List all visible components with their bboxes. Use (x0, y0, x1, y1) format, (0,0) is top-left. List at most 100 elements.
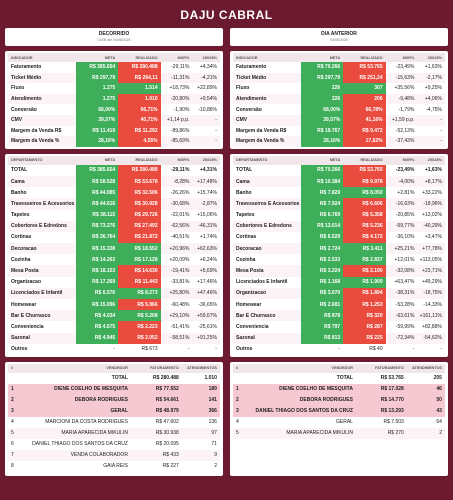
table-cell: Homewear (236, 301, 262, 308)
table-cell: R$ 53.765 (380, 375, 404, 382)
table-cell: Faturamento (11, 64, 42, 71)
table-row: Tapetes R$ 38.115 R$ 29.726 -22,01% +15,06% (8, 209, 220, 221)
table-cell: +63,47% (394, 279, 415, 286)
table-row: Margem da Venda % 28,16% 4,55% -85,69% - (8, 136, 220, 147)
period-title: DIA ANTERIOR (321, 31, 357, 37)
column-header: # (11, 366, 14, 371)
table-cell: +9,54% (199, 96, 217, 103)
table-cell: -40,51% (170, 234, 190, 241)
table-cell: R$ 7.829 (300, 187, 344, 199)
column-header: META (329, 55, 341, 60)
table-cell: 4 (236, 419, 239, 426)
table-cell: R$ 11.443 (118, 276, 161, 288)
table-cell: R$ 297,79 (300, 72, 344, 84)
table-cell: Ticket Médio (11, 74, 42, 81)
table-row: Faturamento R$ 385.654 R$ 280.488 -29,11% +4… (8, 62, 220, 73)
column-header: INDICADOR (11, 55, 33, 60)
table-row: CMV 39,57% 41,16% +1,59 p.p. - (233, 114, 445, 126)
table-row: Fluxo 1.275 1.514 +18,73% +22,89% (8, 83, 220, 94)
table-cell: 5 (236, 430, 239, 437)
table-cell: R$ 797 (300, 321, 344, 333)
table-cell: Licenciados E Infantil (236, 279, 288, 286)
table-cell: 28,16% (300, 136, 344, 147)
table-cell: R$ 2.052 (118, 332, 161, 344)
table-cell: 64 (436, 419, 442, 426)
table-cell: Fluxo (236, 85, 250, 92)
table-cell: R$ 2.837 (343, 254, 386, 266)
table-cell: R$ 385.654 (75, 164, 119, 176)
table-row: Margem da Venda R$ R$ 19.767 R$ 9.472 -52,1… (233, 125, 445, 137)
table-cell: +161,11% (419, 312, 442, 319)
table-cell: 307 (343, 83, 386, 94)
table-cell: +15,06% (197, 212, 217, 219)
table-cell: Tapetes (11, 212, 30, 219)
table-cell: 8 (11, 463, 14, 470)
table-cell: 1.010 (204, 375, 217, 382)
table-cell: -89,86% (170, 127, 190, 134)
table-cell: -36,65% (198, 301, 217, 308)
table-cell: 43 (436, 408, 442, 415)
table-cell: 1.514 (118, 83, 161, 94)
table-cell: Organizacao (236, 290, 267, 297)
table-cell: R$ 5.358 (343, 209, 386, 221)
table-cell: -2,87% (201, 200, 217, 207)
table-cell: R$ 18.552 (118, 243, 161, 255)
table-cell: 2 (11, 397, 14, 404)
page-title: DAJU CABRAL (180, 8, 273, 22)
table-cell: Conversão (236, 106, 262, 113)
column-header: MXR% (402, 158, 415, 163)
table-cell: R$ 13.014 (300, 220, 344, 232)
table-cell: Cortinas (236, 234, 257, 241)
total-row: TOTAL R$ 53.765 205 (233, 373, 445, 384)
table-cell: - (215, 138, 217, 145)
table-cell: DIENE COELHO DE MESQUITA (279, 386, 353, 393)
table-cell: +23,71% (422, 268, 442, 275)
table-cell: Homewear (11, 301, 37, 308)
table-cell: R$ 19.767 (300, 125, 344, 137)
table-cell: R$ 11.292 (118, 125, 161, 137)
table-row: Outros - R$ 40 - - (233, 344, 445, 355)
table-cell: 206 (343, 93, 386, 105)
table-cell: Sazonal (11, 335, 30, 342)
table-row: Atendimento 1.275 1.010 -20,80% +9,54% (8, 93, 220, 105)
table-cell: R$ 385.654 (75, 62, 119, 73)
table-cell: R$ 11.419 (75, 125, 119, 137)
table-cell: R$ 7.924 (300, 198, 344, 210)
table-cell: Ticket Médio (236, 74, 267, 81)
period-title: DECORRIDO (98, 31, 130, 37)
table-cell: -26,26% (170, 189, 190, 196)
table-cell: R$ 17.028 (380, 386, 404, 393)
table-row: Tapetes R$ 6.769 R$ 5.358 -20,85% +13,02% (233, 209, 445, 221)
table-cell: +1,63% (424, 167, 442, 174)
table-cell: 141 (208, 397, 217, 404)
table-cell: -29,11% (171, 167, 190, 174)
table-cell: -23,49% (395, 64, 415, 71)
table-cell: -18,96% (423, 200, 442, 207)
header-row: INDICADOR META REALIZADO MXR% 25X28% (233, 53, 445, 62)
table-cell: +22,89% (197, 85, 217, 92)
table-cell: R$ 48.979 (155, 408, 179, 415)
table-cell: 226 (300, 83, 344, 94)
column-header: MXR% (177, 158, 190, 163)
column-header: FATURAMENTO (375, 366, 404, 371)
table-cell: 7 (11, 452, 14, 459)
table-cell: 40,71% (118, 114, 161, 126)
table-cell: +2,81% (397, 189, 415, 196)
seller-row: 3 GERAL R$ 48.979 366 (8, 405, 220, 417)
table-cell: -85,69% (170, 138, 190, 145)
table-cell: TOTAL (111, 375, 128, 382)
table-cell: R$ 264,11 (118, 72, 161, 84)
column-header: DEPARTAMENTO (236, 158, 268, 163)
table-cell: R$ 38.115 (75, 209, 119, 221)
table-cell: +20,09% (169, 256, 190, 263)
column-header: META (104, 158, 116, 163)
table-cell: Travesseiros E Acessorios (236, 200, 300, 207)
table-cell: R$ 227 (162, 463, 179, 470)
table-cell: DEBORA RODRIGUES (74, 397, 128, 404)
table-row: Conveniencia R$ 4.575 R$ 2.223 -51,41% -25,6… (8, 321, 220, 333)
table-cell: -46,31% (198, 223, 217, 230)
table-row: Banho R$ 44.085 R$ 32.506 -26,26% +15,74% (8, 187, 220, 199)
table-cell: Decoracao (11, 245, 37, 252)
table-cell: 66,71% (118, 104, 161, 115)
table-cell: -22,01% (170, 212, 190, 219)
